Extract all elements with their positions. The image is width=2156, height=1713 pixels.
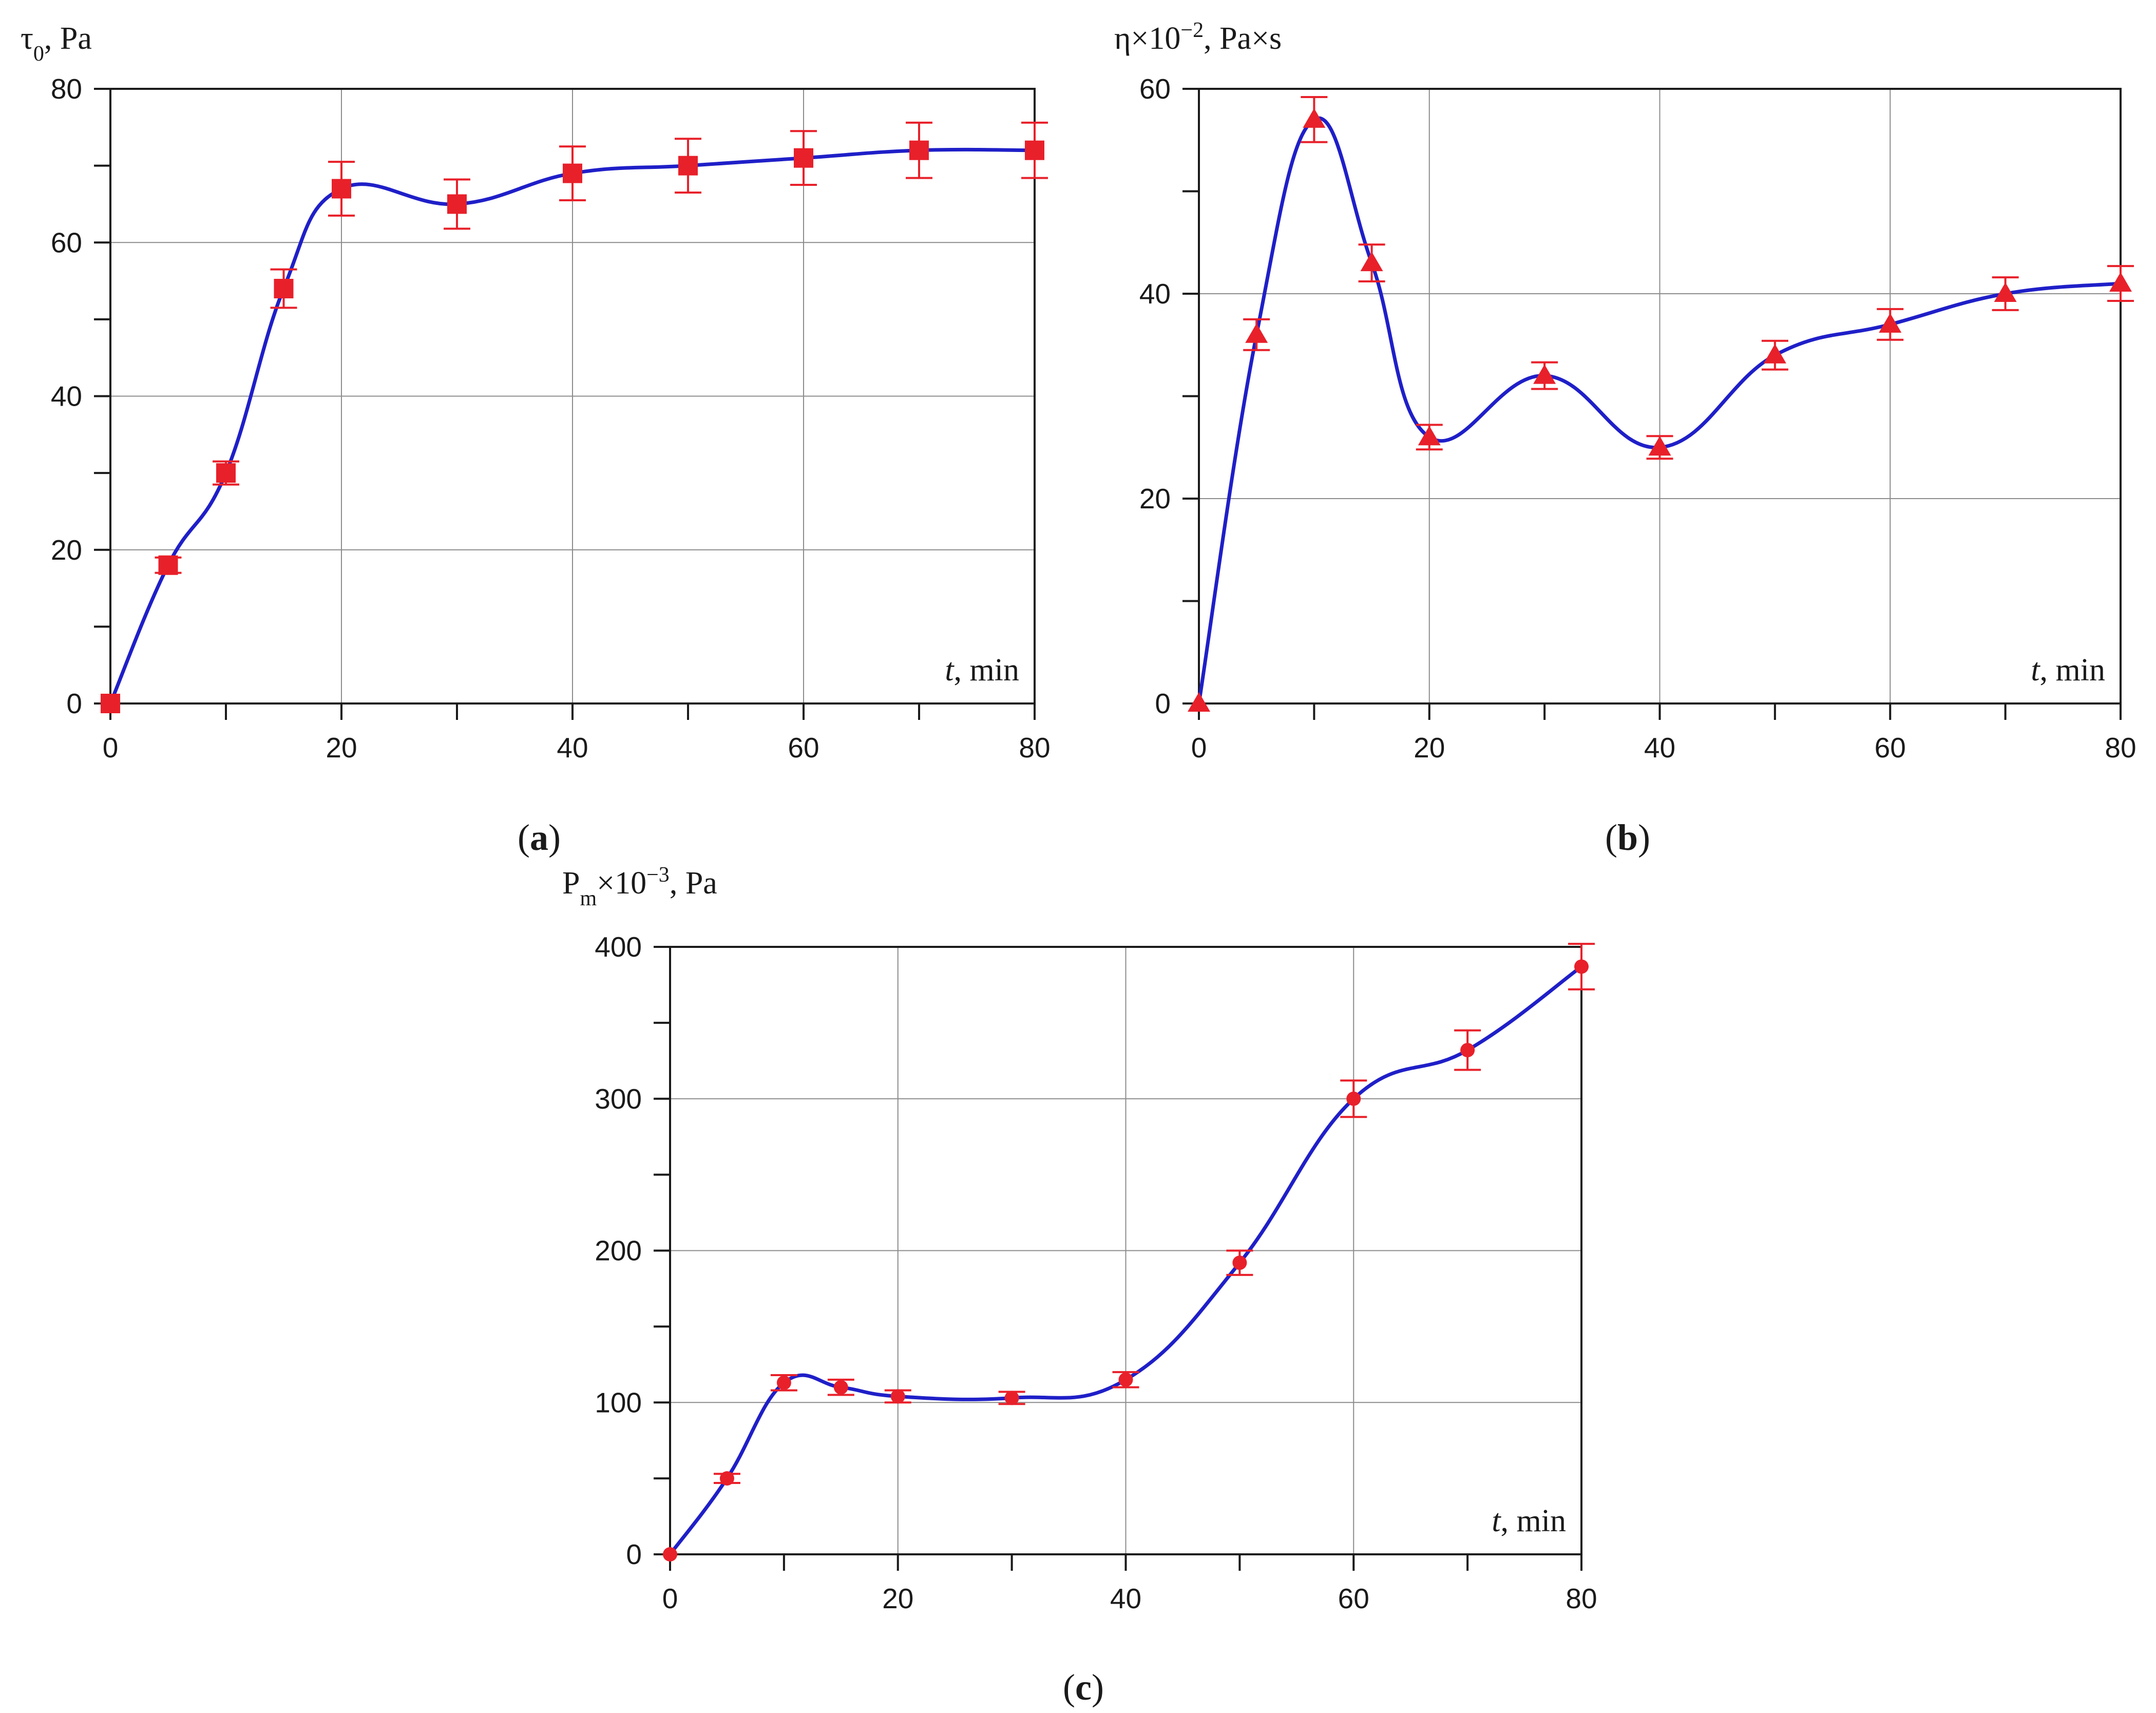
x-tick-label: 40 xyxy=(1644,732,1675,764)
chart-panel-a: 0 20 40 60 80 0 20 40 60 80 t, min τ0, Pa (a) xyxy=(21,21,1051,858)
panel-label: (a) xyxy=(518,817,561,858)
data-point-marker xyxy=(216,463,236,483)
y-axis-title: Pm×10−3, Pa xyxy=(562,863,717,910)
x-tick-label: 20 xyxy=(882,1583,913,1614)
x-tick-label: 80 xyxy=(1566,1583,1597,1614)
data-point-marker xyxy=(1232,1255,1247,1270)
y-tick-label: 20 xyxy=(1139,483,1171,515)
chart-panel-c: 0 20 40 60 80 0 100 200 300 400 t, min Pm×10−3, Pa (… xyxy=(562,863,1597,1708)
x-axis-title: t, min xyxy=(2031,653,2105,688)
data-point-marker xyxy=(1460,1043,1475,1058)
data-point-marker xyxy=(2109,272,2132,292)
x-tick-label: 20 xyxy=(1414,732,1445,764)
fit-curve xyxy=(108,147,1035,705)
y-tick-label: 100 xyxy=(595,1386,642,1418)
x-tick-label: 80 xyxy=(2105,732,2136,764)
data-point-marker xyxy=(1574,959,1589,974)
x-tick-label: 0 xyxy=(662,1583,678,1614)
data-point-marker xyxy=(719,1471,734,1486)
y-axis-title: η×10−2, Pa×s xyxy=(1114,18,1282,56)
data-point-marker xyxy=(332,179,351,199)
x-axis-title: t, min xyxy=(1492,1503,1566,1538)
data-point-marker xyxy=(1346,1091,1361,1106)
data-point-marker xyxy=(1533,364,1556,384)
y-axis-title: τ0, Pa xyxy=(21,21,92,66)
x-tick-label: 60 xyxy=(1338,1583,1369,1614)
data-point-marker xyxy=(663,1547,677,1562)
x-tick-label: 40 xyxy=(1110,1583,1141,1614)
panel-label: (c) xyxy=(1063,1667,1104,1708)
data-point-marker xyxy=(1118,1372,1133,1387)
data-point-marker xyxy=(833,1380,848,1395)
y-tick-label: 80 xyxy=(51,73,82,105)
y-tick-label: 0 xyxy=(1155,688,1171,719)
data-point-marker xyxy=(1303,108,1326,128)
data-point-marker xyxy=(447,194,467,214)
y-tick-label: 0 xyxy=(626,1538,642,1570)
y-tick-label: 60 xyxy=(1139,73,1171,105)
x-tick-label: 40 xyxy=(557,732,588,764)
data-point-marker xyxy=(890,1389,905,1404)
y-tick-label: 0 xyxy=(66,688,82,719)
data-point-marker xyxy=(776,1375,791,1390)
y-tick-label: 200 xyxy=(595,1235,642,1267)
data-point-marker xyxy=(1418,426,1441,446)
data-point-marker xyxy=(158,555,178,575)
data-point-marker xyxy=(274,279,294,299)
y-tick-label: 400 xyxy=(595,931,642,963)
data-point-marker xyxy=(1025,140,1044,160)
x-tick-label: 60 xyxy=(1875,732,1906,764)
data-point-marker xyxy=(101,694,120,713)
x-tick-label: 0 xyxy=(1191,732,1207,764)
data-point-marker xyxy=(678,156,698,176)
y-tick-label: 40 xyxy=(51,380,82,412)
data-point-marker xyxy=(1360,252,1383,272)
y-tick-label: 60 xyxy=(51,226,82,258)
data-point-marker xyxy=(1004,1391,1019,1405)
data-point-marker xyxy=(1188,692,1210,712)
x-axis-title: t, min xyxy=(945,653,1019,688)
x-tick-label: 80 xyxy=(1019,732,1050,764)
x-tick-label: 0 xyxy=(103,732,119,764)
data-point-marker xyxy=(1245,323,1268,343)
data-point-marker xyxy=(1994,282,2017,302)
data-point-marker xyxy=(1763,344,1786,364)
data-point-marker xyxy=(1879,313,1902,333)
panel-label: (b) xyxy=(1605,817,1650,858)
y-tick-label: 40 xyxy=(1139,278,1171,310)
data-point-marker xyxy=(563,163,582,183)
x-tick-label: 60 xyxy=(788,732,819,764)
y-tick-label: 20 xyxy=(51,534,82,566)
data-point-marker xyxy=(909,140,929,160)
data-point-marker xyxy=(1648,436,1671,456)
x-tick-label: 20 xyxy=(326,732,357,764)
fit-curve xyxy=(669,965,1583,1556)
y-tick-label: 300 xyxy=(595,1083,642,1115)
chart-panel-b: 0 20 40 60 80 0 20 40 60 t, min η×10−2, Pa×s (b) xyxy=(1114,18,2136,858)
data-point-marker xyxy=(794,148,813,168)
